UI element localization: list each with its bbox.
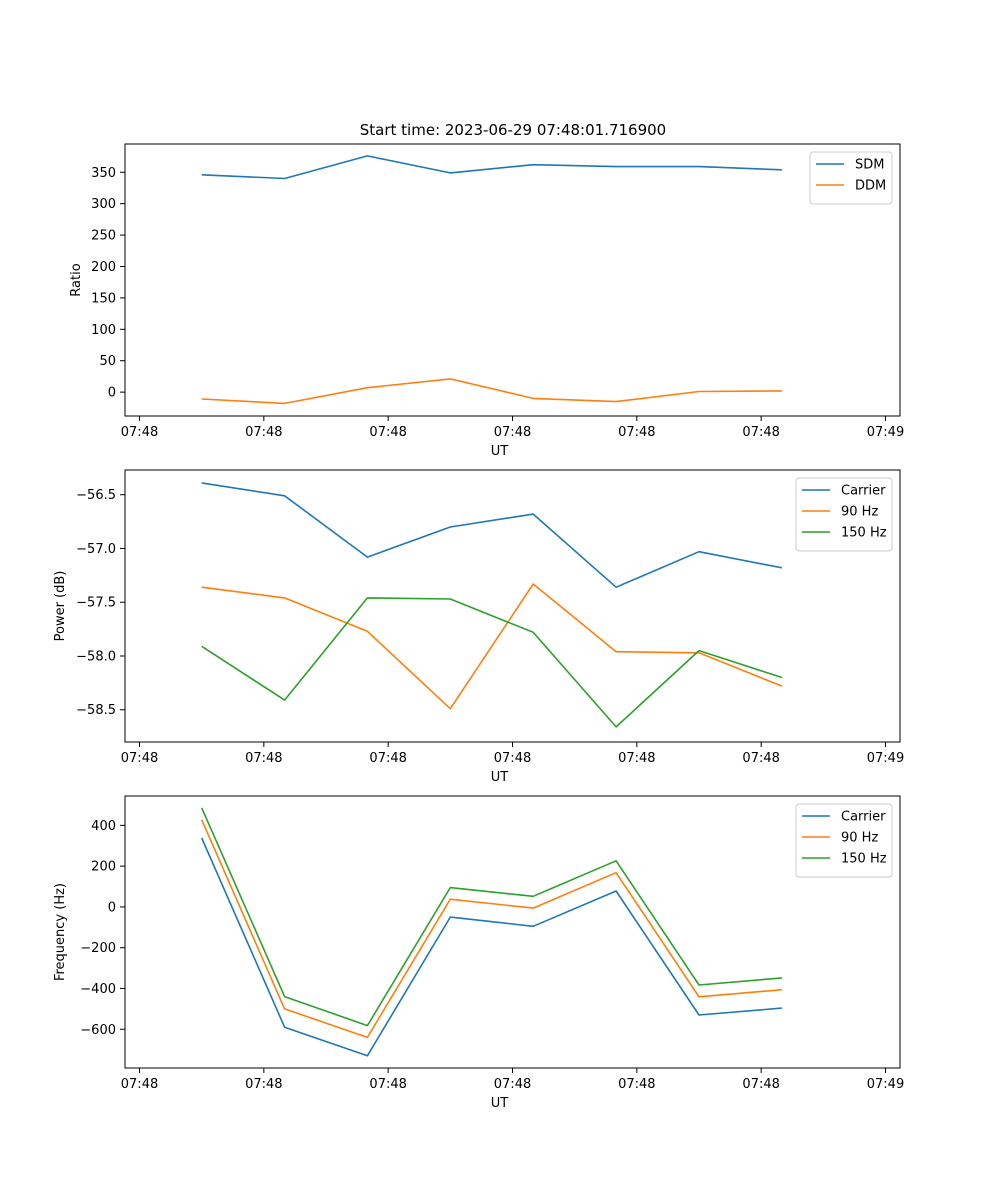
legend-label: Carrier	[841, 810, 886, 825]
y-axis-label: Frequency (Hz)	[53, 883, 68, 981]
y-tick-label: 100	[91, 323, 116, 338]
x-tick-label: 07:48	[369, 425, 406, 440]
x-tick-label: 07:48	[121, 425, 158, 440]
y-tick-label: −58.0	[76, 649, 116, 664]
x-axis-ticks: 07:48 07:48 07:48 07:48 07:48 07:48 07:49	[121, 742, 904, 766]
x-axis-label: UT	[491, 770, 509, 785]
figure-title: Start time: 2023-06-29 07:48:01.716900	[360, 121, 666, 139]
series-line-90-hz	[201, 583, 783, 710]
x-axis-label: UT	[491, 444, 509, 459]
x-tick-label: 07:48	[494, 425, 531, 440]
series-line-carrier	[200, 837, 782, 1057]
chart-panel-2: 07:48 07:48 07:48 07:48 07:48 07:48 07:49 −58.5…	[53, 469, 904, 785]
plot-frame	[124, 795, 901, 1069]
legend-box	[809, 151, 893, 205]
x-tick-label: 07:48	[618, 1077, 655, 1092]
x-tick-label: 07:48	[369, 1077, 406, 1092]
plot-frame	[124, 143, 901, 417]
legend: Carrier 90 Hz 150 Hz	[795, 477, 893, 552]
legend-label: Carrier	[841, 484, 886, 499]
x-tick-label: 07:49	[867, 1077, 904, 1092]
x-tick-label: 07:48	[121, 751, 158, 766]
legend-label: 90 Hz	[841, 505, 878, 520]
chart-panel-1: 07:48 07:48 07:48 07:48 07:48 07:48 07:49 0 50 10…	[69, 143, 904, 459]
y-tick-label: −56.5	[76, 488, 116, 503]
y-tick-label: −600	[80, 1023, 116, 1038]
y-axis-label: Ratio	[69, 263, 84, 296]
x-axis-ticks: 07:48 07:48 07:48 07:48 07:48 07:48 07:49	[121, 1068, 904, 1092]
x-tick-label: 07:48	[742, 751, 779, 766]
y-axis-ticks: 0 50 100 150 200 250 300 350	[91, 166, 125, 401]
y-tick-label: 0	[108, 900, 116, 915]
y-axis-ticks: −58.5 −58.0 −57.5 −57.0 −56.5	[76, 488, 125, 718]
y-tick-label: 400	[91, 819, 116, 834]
legend-label: SDM	[855, 158, 884, 173]
x-tick-label: 07:49	[867, 751, 904, 766]
series-group	[201, 482, 783, 728]
x-tick-label: 07:48	[121, 1077, 158, 1092]
x-axis-ticks: 07:48 07:48 07:48 07:48 07:48 07:48 07:49	[121, 416, 904, 440]
series-line-carrier	[201, 482, 783, 589]
x-axis-label: UT	[491, 1096, 509, 1111]
y-axis-label: Power (dB)	[53, 571, 68, 642]
y-tick-label: 300	[91, 197, 116, 212]
chart-panel-3: 07:48 07:48 07:48 07:48 07:48 07:48 07:49−600−…	[53, 795, 904, 1111]
series-line-ddm	[201, 378, 782, 405]
x-tick-label: 07:48	[742, 425, 779, 440]
y-tick-label: −57.5	[76, 596, 116, 611]
y-tick-label: 150	[91, 291, 116, 306]
x-tick-label: 07:48	[245, 751, 282, 766]
y-tick-label: −400	[80, 982, 116, 997]
series-line-150-hz	[201, 597, 783, 728]
x-tick-label: 07:48	[618, 751, 655, 766]
x-tick-label: 07:48	[494, 1077, 531, 1092]
series-group	[201, 155, 782, 405]
legend: Carrier 90 Hz 150 Hz	[795, 803, 893, 878]
y-tick-label: −200	[80, 941, 116, 956]
x-tick-label: 07:48	[245, 1077, 282, 1092]
y-tick-label: 250	[91, 229, 116, 244]
legend-label: 90 Hz	[841, 831, 878, 846]
series-line-150-hz	[200, 807, 782, 1027]
legend-label: DDM	[855, 179, 886, 194]
x-tick-label: 07:48	[618, 425, 655, 440]
y-tick-label: 50	[99, 354, 116, 369]
y-tick-label: −57.0	[76, 542, 116, 557]
legend-label: 150 Hz	[841, 526, 887, 541]
y-axis-ticks: −600 −400 −200 0 200 400	[80, 819, 125, 1038]
y-tick-label: 0	[108, 386, 116, 401]
x-tick-label: 07:48	[245, 425, 282, 440]
y-tick-label: −58.5	[76, 703, 116, 718]
y-tick-label: 200	[91, 860, 116, 875]
x-tick-label: 07:48	[369, 751, 406, 766]
series-line-90-hz	[200, 819, 782, 1039]
plot-frame	[124, 469, 901, 743]
y-tick-label: 200	[91, 260, 116, 275]
legend-label: 150 Hz	[841, 852, 887, 867]
panels: 07:48 07:48 07:48 07:48 07:48 07:48 07:49 0 50 10…	[53, 143, 904, 1111]
x-tick-label: 07:49	[867, 425, 904, 440]
x-tick-label: 07:48	[494, 751, 531, 766]
x-tick-label: 07:48	[742, 1077, 779, 1092]
series-line-sdm	[201, 155, 782, 180]
y-tick-label: 350	[91, 166, 116, 181]
legend: SDM DDM	[809, 151, 893, 205]
series-group	[200, 807, 782, 1057]
